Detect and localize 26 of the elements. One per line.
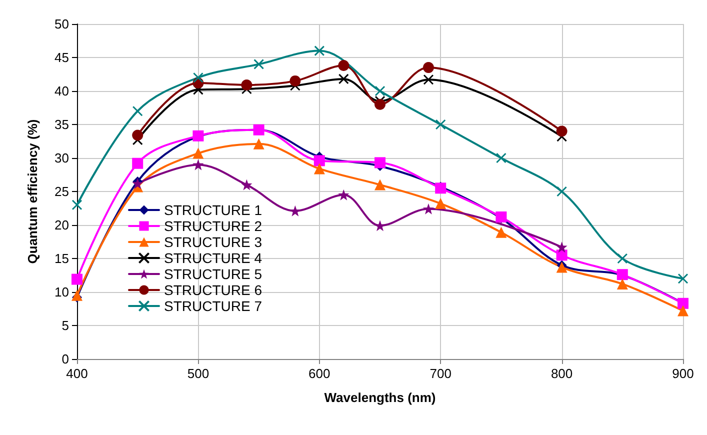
x-tick-label: 700 [430,366,452,381]
legend-label: STRUCTURE 7 [164,298,262,314]
y-tick-label: 10 [54,284,69,300]
x-tick-label: 800 [550,366,573,381]
x-tick-label: 600 [308,366,330,381]
y-tick-label: 5 [62,318,69,333]
y-tick-label: 25 [54,184,69,199]
x-axis-title: Wavelengths (nm) [324,390,436,405]
y-tick-label: 40 [54,84,69,98]
y-tick-label: 20 [54,218,69,232]
y-tick-label: 0 [62,352,69,366]
x-tick-label: 900 [672,366,694,381]
y-axis-title: Quantum efficiency (%) [25,119,40,264]
legend-label: STRUCTURE 5 [164,266,262,282]
y-tick-label: 45 [54,50,69,65]
y-tick-label: 15 [54,251,69,266]
legend-label: STRUCTURE 4 [164,250,262,266]
x-tick-label: 400 [66,366,88,381]
legend-label: STRUCTURE 2 [164,218,262,234]
legend-label: STRUCTURE 1 [164,202,262,218]
legend-label: STRUCTURE 3 [164,234,262,250]
y-tick-label: 50 [54,16,69,32]
x-tick-label: 500 [187,366,210,381]
y-tick-label: 30 [54,150,69,166]
legend-label: STRUCTURE 6 [164,282,262,298]
y-tick-label: 35 [54,117,69,132]
